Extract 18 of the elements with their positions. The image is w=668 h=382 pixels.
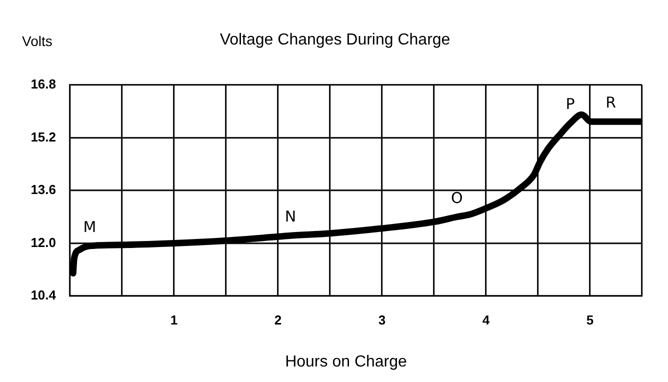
x-tick-label: 5: [586, 312, 594, 328]
y-tick-label: 13.6: [30, 182, 56, 198]
annotation: M: [83, 218, 96, 236]
chart-title: Voltage Changes During Charge: [220, 31, 450, 48]
x-axis-title: Hours on Charge: [285, 353, 408, 370]
y-tick-label: 15.2: [30, 129, 56, 144]
x-tick-label: 2: [274, 312, 282, 328]
x-tick-label: 4: [482, 312, 490, 328]
y-tick-label: 12.0: [30, 234, 56, 250]
y-axis-title: Volts: [22, 32, 52, 49]
annotation: R: [606, 93, 616, 112]
x-tick-label: 3: [378, 312, 386, 328]
annotation: O: [450, 188, 463, 207]
annotation: P: [566, 95, 575, 114]
y-tick-label: 10.4: [30, 288, 57, 303]
x-tick-label: 1: [170, 312, 178, 328]
annotation: N: [284, 208, 296, 226]
y-tick-label: 16.8: [30, 76, 56, 92]
